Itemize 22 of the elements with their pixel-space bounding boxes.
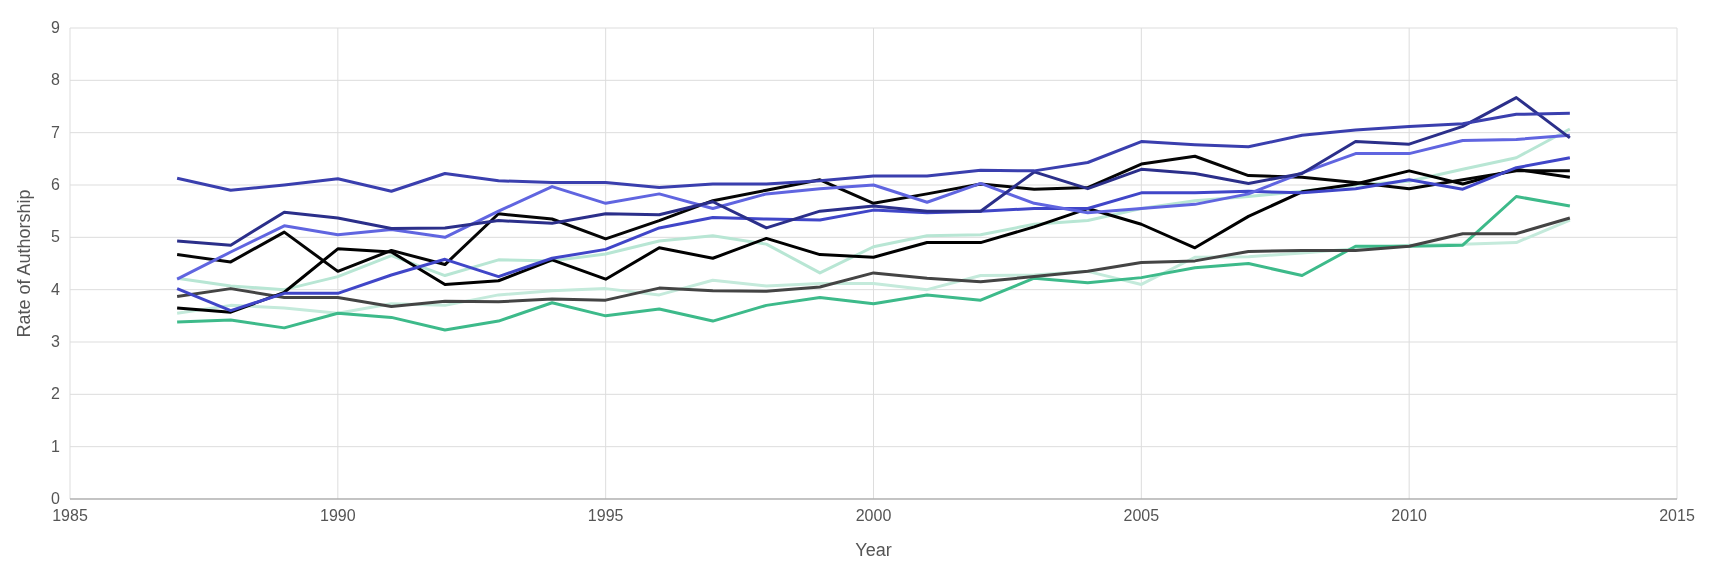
x-tick-label: 1990 — [320, 507, 356, 524]
y-axis-title: Rate of Authorship — [14, 189, 34, 338]
y-tick-label: 4 — [51, 280, 61, 298]
x-axis-title: Year — [855, 540, 892, 560]
x-tick-label: 2010 — [1391, 507, 1428, 524]
line-series — [175, 96, 1572, 247]
y-tick-label: 1 — [51, 437, 61, 455]
x-tick-label: 1985 — [52, 507, 88, 524]
y-tick-label: 0 — [51, 490, 61, 507]
y-tick-label: 7 — [51, 123, 61, 141]
x-tick-label: 2015 — [1659, 507, 1695, 524]
x-tick-label: 2005 — [1123, 507, 1160, 524]
line-series — [175, 111, 1572, 193]
x-tick-label: 1995 — [587, 507, 624, 524]
y-tick-label: 9 — [51, 19, 61, 36]
y-tick-label: 6 — [51, 176, 61, 193]
line-series — [175, 195, 1572, 332]
y-tick-label: 2 — [51, 385, 61, 403]
y-tick-label: 8 — [51, 71, 61, 89]
y-tick-label: 5 — [51, 228, 61, 246]
y-tick-label: 3 — [51, 333, 61, 350]
x-tick-label: 2000 — [855, 507, 892, 524]
